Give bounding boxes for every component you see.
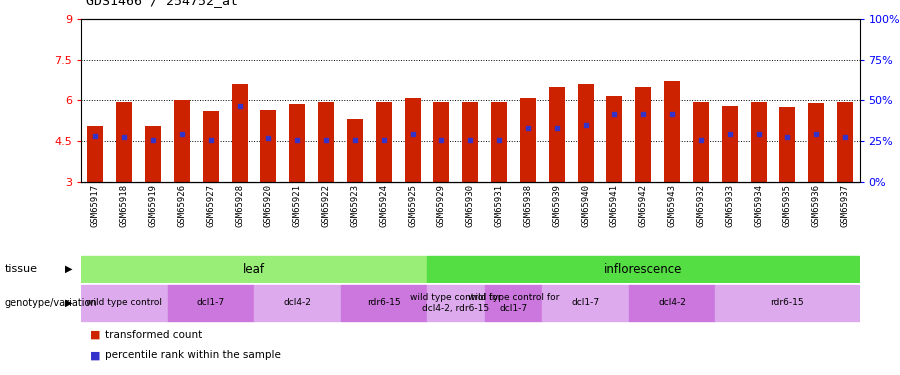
Text: genotype/variation: genotype/variation <box>4 298 97 308</box>
Text: GSM65920: GSM65920 <box>264 184 273 227</box>
Bar <box>779 107 796 182</box>
Bar <box>347 119 363 182</box>
Text: GSM65937: GSM65937 <box>841 184 850 227</box>
Bar <box>629 285 716 321</box>
Text: dcl4-2: dcl4-2 <box>658 298 686 307</box>
Text: GDS1466 / 254752_at: GDS1466 / 254752_at <box>86 0 238 8</box>
Text: GSM65940: GSM65940 <box>581 184 590 227</box>
Bar <box>231 84 248 182</box>
Bar <box>81 256 427 282</box>
Text: GSM65921: GSM65921 <box>292 184 302 227</box>
Text: GSM65932: GSM65932 <box>697 184 706 227</box>
Bar <box>289 104 305 182</box>
Bar <box>260 110 276 182</box>
Text: transformed count: transformed count <box>105 330 202 340</box>
Text: dcl1-7: dcl1-7 <box>197 298 225 307</box>
Text: GSM65928: GSM65928 <box>235 184 244 227</box>
Bar <box>491 102 507 182</box>
Bar <box>607 96 622 182</box>
Text: GSM65936: GSM65936 <box>812 184 821 227</box>
Text: GSM65918: GSM65918 <box>120 184 129 227</box>
Text: GSM65917: GSM65917 <box>91 184 100 227</box>
Bar <box>808 103 824 182</box>
Bar <box>520 98 536 182</box>
Bar <box>319 102 334 182</box>
Bar <box>202 111 219 182</box>
Text: GSM65943: GSM65943 <box>668 184 677 227</box>
Bar <box>145 126 161 182</box>
Text: inflorescence: inflorescence <box>604 262 682 276</box>
Text: GSM65926: GSM65926 <box>177 184 186 227</box>
Text: GSM65925: GSM65925 <box>408 184 417 227</box>
Text: GSM65942: GSM65942 <box>639 184 648 227</box>
Text: dcl1-7: dcl1-7 <box>572 298 599 307</box>
Text: GSM65931: GSM65931 <box>495 184 504 227</box>
Text: ▶: ▶ <box>65 264 72 274</box>
Text: GSM65934: GSM65934 <box>754 184 763 227</box>
Text: GSM65922: GSM65922 <box>321 184 330 227</box>
Text: wild type control for
dcl4-2, rdr6-15: wild type control for dcl4-2, rdr6-15 <box>410 293 501 312</box>
Text: wild type control for
dcl1-7: wild type control for dcl1-7 <box>468 293 559 312</box>
Bar <box>116 102 132 182</box>
Bar <box>716 285 859 321</box>
Bar <box>427 256 860 282</box>
Bar <box>376 102 392 182</box>
Text: GSM65935: GSM65935 <box>783 184 792 227</box>
Bar <box>751 102 767 182</box>
Bar <box>434 102 449 182</box>
Text: ▶: ▶ <box>65 298 72 308</box>
Text: GSM65919: GSM65919 <box>148 184 157 227</box>
Bar <box>664 81 680 182</box>
Bar <box>87 126 104 182</box>
Text: GSM65927: GSM65927 <box>206 184 215 227</box>
Text: percentile rank within the sample: percentile rank within the sample <box>105 350 281 360</box>
Bar <box>549 87 564 182</box>
Bar <box>340 285 427 321</box>
Bar <box>167 285 254 321</box>
Bar <box>81 285 167 321</box>
Bar <box>578 84 593 182</box>
Text: GSM65924: GSM65924 <box>379 184 388 227</box>
Bar <box>463 102 478 182</box>
Text: rdr6-15: rdr6-15 <box>770 298 805 307</box>
Bar <box>174 100 190 182</box>
Bar <box>543 285 629 321</box>
Text: GSM65923: GSM65923 <box>350 184 359 227</box>
Bar <box>837 102 853 182</box>
Text: GSM65929: GSM65929 <box>436 184 446 227</box>
Bar <box>722 106 738 182</box>
Text: leaf: leaf <box>243 262 265 276</box>
Text: dcl4-2: dcl4-2 <box>284 298 311 307</box>
Text: ■: ■ <box>90 330 101 340</box>
Bar <box>427 285 485 321</box>
Text: GSM65941: GSM65941 <box>610 184 619 227</box>
Text: GSM65939: GSM65939 <box>553 184 562 227</box>
Bar <box>693 102 709 182</box>
Bar <box>254 285 340 321</box>
Text: wild type control: wild type control <box>86 298 162 307</box>
Text: GSM65938: GSM65938 <box>524 184 533 227</box>
Text: tissue: tissue <box>4 264 38 274</box>
Bar <box>635 87 652 182</box>
Bar <box>485 285 543 321</box>
Text: GSM65933: GSM65933 <box>725 184 734 227</box>
Text: GSM65930: GSM65930 <box>466 184 475 227</box>
Text: ■: ■ <box>90 350 101 360</box>
Text: rdr6-15: rdr6-15 <box>367 298 400 307</box>
Bar <box>405 98 420 182</box>
